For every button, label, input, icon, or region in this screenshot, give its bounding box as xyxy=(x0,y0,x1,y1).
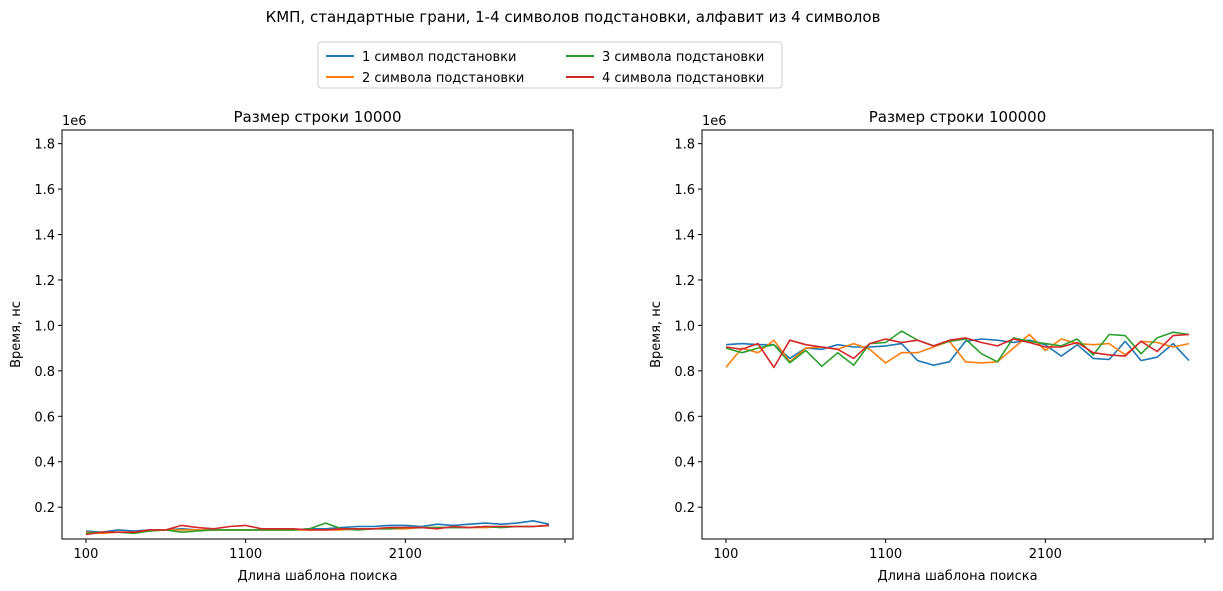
axes-frame xyxy=(701,129,1214,540)
x-axis-label: Длина шаблона поиска xyxy=(237,569,397,584)
series-line-2 xyxy=(725,333,1190,368)
figure-title: КМП, стандартные грани, 1-4 символов под… xyxy=(266,8,881,26)
legend-label-4: 4 символа подстановки xyxy=(602,71,764,86)
legend-label-1: 1 символ подстановки xyxy=(362,50,516,65)
y-offset-label: 1e6 xyxy=(62,114,87,129)
x-tick-label: 1100 xyxy=(229,547,262,562)
y-tick-label: 1.8 xyxy=(674,138,695,153)
y-offset-label: 1e6 xyxy=(702,114,727,129)
y-tick-label: 0.2 xyxy=(674,501,695,516)
y-tick-label: 1.2 xyxy=(674,274,695,289)
legend-label-2: 2 символа подстановки xyxy=(362,71,524,86)
series-line-3 xyxy=(725,330,1190,368)
y-tick-label: 1.6 xyxy=(674,183,695,198)
y-tick-label: 1.4 xyxy=(674,229,695,244)
y-tick-label: 0.2 xyxy=(34,501,55,516)
x-tick-label: 1100 xyxy=(869,547,902,562)
y-tick-label: 0.8 xyxy=(674,365,695,380)
legend-frame xyxy=(317,41,783,89)
subplot-title: Размер строки 10000 xyxy=(233,108,401,126)
series-line-4 xyxy=(85,524,550,536)
subplot-title: Размер строки 100000 xyxy=(869,108,1047,126)
x-tick-label: 100 xyxy=(714,547,739,562)
y-tick-label: 1.6 xyxy=(34,183,55,198)
y-tick-label: 0.8 xyxy=(34,365,55,380)
legend: 1 символ подстановки 2 символа подстанов… xyxy=(317,41,783,89)
y-axis-label: Время, нс xyxy=(9,301,24,368)
x-tick-label: 2100 xyxy=(1029,547,1062,562)
y-tick-label: 0.6 xyxy=(34,410,55,425)
y-tick-label: 1.8 xyxy=(34,138,55,153)
series-line-4 xyxy=(725,333,1190,369)
y-tick-label: 1.0 xyxy=(34,319,55,334)
y-tick-label: 1.2 xyxy=(34,274,55,289)
x-tick-label: 100 xyxy=(74,547,99,562)
axes-frame xyxy=(61,129,574,540)
y-tick-label: 0.4 xyxy=(34,456,55,471)
x-axis-label: Длина шаблона поиска xyxy=(877,569,1037,584)
y-axis-label: Время, нс xyxy=(649,301,664,368)
y-tick-label: 1.4 xyxy=(34,229,55,244)
legend-label-3: 3 символа подстановки xyxy=(602,50,764,65)
y-tick-label: 0.6 xyxy=(674,410,695,425)
subplot-string-size-10000: 100 1100 2100 0.2 0.4 0.6 0.8 1.0 1.2 1.4 1.6 1.8 1e… xyxy=(9,108,574,584)
y-tick-label: 0.4 xyxy=(674,456,695,471)
subplot-string-size-100000: 100 1100 2100 0.2 0.4 0.6 0.8 1.0 1.2 1.4 1.6 1.8 1e… xyxy=(649,108,1214,584)
x-tick-label: 2100 xyxy=(389,547,422,562)
y-tick-label: 1.0 xyxy=(674,319,695,334)
